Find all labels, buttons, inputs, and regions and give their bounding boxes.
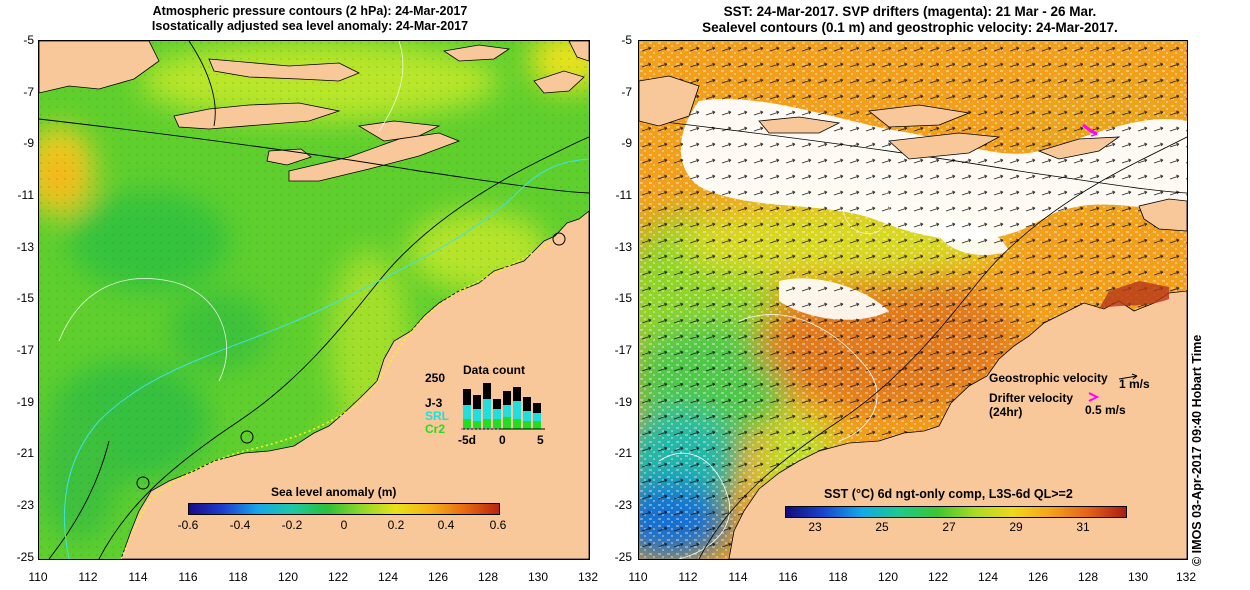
slcb-tick: 0 bbox=[340, 518, 348, 532]
right-lat-tick: -13 bbox=[614, 240, 632, 254]
slcb-tick: -0.4 bbox=[229, 518, 251, 532]
right-lat-tick: -9 bbox=[621, 136, 632, 150]
right-lat-tick: -11 bbox=[615, 188, 632, 202]
right-map-title: SST: 24-Mar-2017. SVP drifters (magenta)… bbox=[640, 4, 1180, 36]
right-lat-tick: -21 bbox=[614, 446, 632, 460]
left-lon-tick: 120 bbox=[277, 570, 299, 584]
right-lon-tick: 118 bbox=[828, 570, 848, 584]
sstcb-tick: 27 bbox=[942, 520, 956, 534]
sea-level-map-graphic bbox=[39, 41, 589, 559]
series-j3-label: J-3 bbox=[425, 396, 443, 410]
left-lon-tick: 126 bbox=[427, 570, 449, 584]
data-count-bars bbox=[461, 383, 545, 430]
left-map-title: Atmospheric pressure contours (2 hPa): 2… bbox=[60, 4, 560, 34]
series-cr2-label: Cr2 bbox=[425, 422, 446, 436]
left-lon-tick: 122 bbox=[327, 570, 349, 584]
right-lon-tick: 114 bbox=[728, 570, 748, 584]
left-lat-tick: -7 bbox=[23, 85, 34, 99]
drifter-arrow-icon bbox=[1088, 392, 1099, 402]
geo-velocity-unit: 1 m/s bbox=[1119, 377, 1150, 391]
slcb-tick: -0.6 bbox=[177, 518, 199, 532]
sstcb-tick: 31 bbox=[1076, 520, 1090, 534]
right-lon-tick: 132 bbox=[1175, 570, 1197, 584]
drifter-velocity-label: Drifter velocity bbox=[989, 391, 1074, 405]
sea-level-colorbar-label: Sea level anomaly (m) bbox=[271, 485, 397, 499]
left-lon-tick: 130 bbox=[527, 570, 549, 584]
slcb-tick: 0.4 bbox=[437, 518, 455, 532]
right-lat-tick: -7 bbox=[621, 85, 632, 99]
right-lon-tick: 126 bbox=[1027, 570, 1049, 584]
right-lat-tick: -19 bbox=[614, 395, 632, 409]
left-lon-tick: 132 bbox=[577, 570, 599, 584]
geo-velocity-arrow-icon bbox=[1118, 373, 1138, 380]
left-lon-tick: 118 bbox=[228, 570, 248, 584]
sst-colorbar bbox=[785, 506, 1127, 518]
right-lon-tick: 124 bbox=[977, 570, 999, 584]
left-lat-tick: -17 bbox=[16, 343, 34, 357]
left-lat-tick: -15 bbox=[16, 291, 34, 305]
left-lat-tick: -25 bbox=[16, 550, 34, 564]
left-title-line1: Atmospheric pressure contours (2 hPa): 2… bbox=[152, 4, 468, 18]
slcb-tick: 0.6 bbox=[489, 518, 507, 532]
left-title-line2: Isostatically adjusted sea level anomaly… bbox=[151, 19, 469, 33]
right-lon-tick: 120 bbox=[877, 570, 899, 584]
data-count-title: Data count bbox=[463, 363, 526, 377]
right-lon-tick: 110 bbox=[628, 570, 648, 584]
inset-x-tick-minus5: -5d bbox=[458, 433, 476, 447]
right-lat-tick: -5 bbox=[621, 33, 632, 47]
left-lon-tick: 110 bbox=[28, 570, 48, 584]
right-lon-tick: 130 bbox=[1127, 570, 1149, 584]
sst-map: Geostrophic velocity 1 m/s Drifter veloc… bbox=[638, 40, 1188, 560]
sst-map-graphic bbox=[639, 41, 1187, 559]
left-lon-tick: 128 bbox=[477, 570, 499, 584]
sstcb-tick: 29 bbox=[1009, 520, 1023, 534]
sstcb-tick: 23 bbox=[808, 520, 822, 534]
right-lat-tick: -15 bbox=[614, 291, 632, 305]
left-lon-tick: 124 bbox=[377, 570, 399, 584]
inset-x-tick-0: 0 bbox=[499, 433, 506, 447]
right-lon-tick: 116 bbox=[778, 570, 798, 584]
right-lon-tick: 112 bbox=[678, 570, 698, 584]
sstcb-tick: 25 bbox=[875, 520, 889, 534]
right-title-line1: SST: 24-Mar-2017. SVP drifters (magenta)… bbox=[723, 4, 1097, 19]
geo-velocity-label: Geostrophic velocity bbox=[989, 371, 1108, 385]
left-lat-tick: -19 bbox=[16, 395, 34, 409]
data-count-inset: Data count 250 J-3 SRL Cr2 bbox=[417, 363, 567, 447]
sst-colorbar-label: SST (°C) 6d ngt-only comp, L3S-6d QL>=2 bbox=[824, 487, 1073, 501]
right-lat-tick: -25 bbox=[614, 550, 632, 564]
drifter-velocity-unit: 0.5 m/s bbox=[1085, 403, 1126, 417]
right-title-line2: Sealevel contours (0.1 m) and geostrophi… bbox=[702, 20, 1118, 35]
series-srl-label: SRL bbox=[425, 409, 449, 423]
inset-x-tick-5: 5 bbox=[537, 433, 544, 447]
left-lon-tick: 116 bbox=[178, 570, 198, 584]
right-lat-tick: -17 bbox=[614, 343, 632, 357]
left-lat-tick: -21 bbox=[16, 446, 34, 460]
left-lat-tick: -13 bbox=[16, 240, 34, 254]
slcb-tick: -0.2 bbox=[281, 518, 303, 532]
left-lat-tick: -9 bbox=[23, 136, 34, 150]
slcb-tick: 0.2 bbox=[387, 518, 405, 532]
left-lat-tick: -5 bbox=[23, 33, 34, 47]
left-lat-tick: -11 bbox=[17, 188, 34, 202]
sea-level-anomaly-map: Data count 250 J-3 SRL Cr2 bbox=[38, 40, 590, 560]
left-lat-tick: -23 bbox=[16, 498, 34, 512]
right-lon-tick: 128 bbox=[1077, 570, 1099, 584]
data-count-max: 250 bbox=[425, 371, 446, 385]
imos-credit: © IMOS 03-Apr-2017 09:40 Hobart Time bbox=[1190, 334, 1204, 566]
left-lon-tick: 112 bbox=[78, 570, 98, 584]
right-lon-tick: 122 bbox=[927, 570, 949, 584]
drifter-velocity-label-24hr: (24hr) bbox=[989, 405, 1023, 419]
left-lon-tick: 114 bbox=[128, 570, 148, 584]
sea-level-colorbar bbox=[188, 503, 500, 515]
right-lat-tick: -23 bbox=[614, 498, 632, 512]
